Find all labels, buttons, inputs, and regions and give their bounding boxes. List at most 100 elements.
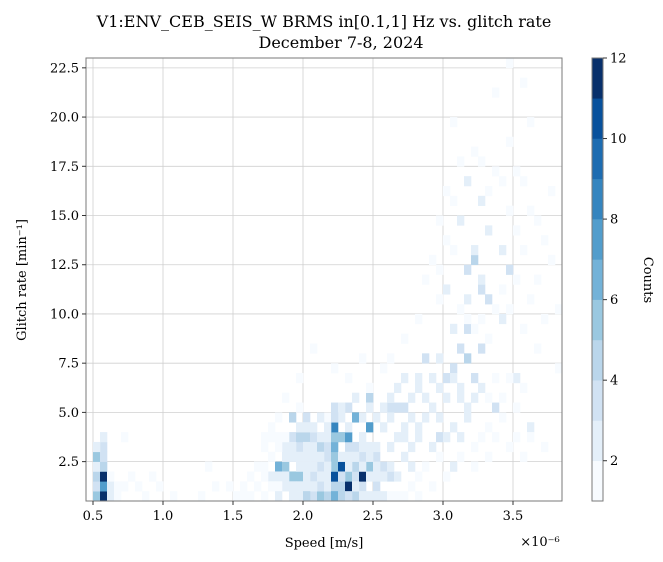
heatmap-cell (268, 451, 276, 462)
heatmap-cell (457, 382, 465, 394)
colorbar-tick-label-0: 2 (610, 454, 618, 469)
heatmap-cell (548, 254, 556, 266)
heatmap-cell (450, 195, 458, 206)
heatmap-cell (436, 382, 444, 394)
y-tick-label-2: 7.5 (58, 357, 79, 372)
heatmap-cell (394, 432, 402, 443)
heatmap-cell (415, 491, 423, 502)
colorbar-segment-0 (592, 460, 603, 502)
heatmap-cell (422, 461, 430, 472)
heatmap-cell (380, 491, 388, 502)
heatmap-cell (114, 491, 122, 502)
colorbar-segment-2 (592, 380, 603, 421)
heatmap-cell (282, 432, 290, 443)
heatmap-cell (247, 491, 255, 502)
heatmap-cell (443, 185, 451, 197)
heatmap-cells (93, 58, 563, 502)
heatmap-cell (380, 363, 388, 374)
x-tick-label-2: 1.5 (223, 509, 244, 524)
heatmap-cell (345, 451, 353, 462)
heatmap-cell (527, 294, 535, 305)
heatmap-cell (149, 471, 157, 482)
heatmap-cell (275, 461, 283, 472)
heatmap-cell (331, 363, 339, 374)
heatmap-cell (408, 481, 416, 492)
heatmap-cell (303, 451, 311, 462)
heatmap-cell (366, 471, 374, 482)
heatmap-cell (289, 451, 297, 462)
heatmap-cell (415, 373, 423, 384)
heatmap-cell (450, 245, 458, 256)
heatmap-cell (401, 402, 409, 413)
colorbar-frame (591, 57, 604, 502)
heatmap-cell (548, 185, 556, 197)
heatmap-cell (492, 432, 500, 443)
heatmap-cell (506, 205, 514, 216)
heatmap-cell (247, 471, 255, 482)
heatmap-cell (387, 353, 395, 364)
heatmap-cell (352, 392, 360, 403)
heatmap-cell (436, 264, 444, 275)
heatmap-cell (478, 432, 486, 443)
heatmap-cell (429, 481, 437, 492)
y-tick-label-7: 20.0 (50, 111, 79, 126)
heatmap-cell (170, 491, 178, 502)
heatmap-cell (317, 491, 325, 502)
heatmap-cell (485, 392, 493, 403)
heatmap-cell (310, 422, 318, 433)
heatmap-cell (352, 481, 360, 492)
heatmap-cell (289, 412, 297, 423)
y-tick-label-3: 10.0 (50, 307, 79, 322)
heatmap-cell (338, 471, 346, 482)
heatmap-cell (555, 304, 563, 315)
heatmap-cell (275, 471, 283, 482)
heatmap-cell (345, 441, 353, 453)
colorbar-segment-9 (592, 98, 603, 139)
colorbar-segment-7 (592, 178, 603, 220)
heatmap-cell (296, 491, 304, 502)
heatmap-cell (261, 471, 269, 482)
heatmap-cell (205, 461, 213, 472)
heatmap-cell (373, 491, 381, 502)
heatmap-cell (394, 471, 402, 482)
heatmap-cell (296, 471, 304, 482)
heatmap-cell (324, 491, 332, 502)
heatmap-cell (380, 471, 388, 482)
heatmap-cell (254, 461, 262, 472)
heatmap-cell (275, 412, 283, 423)
heatmap-cell (520, 245, 528, 256)
heatmap-cell (338, 481, 346, 492)
heatmap-cell (506, 136, 514, 147)
heatmap-cell (485, 451, 493, 462)
heatmap-cell (226, 481, 234, 492)
x-tick-label-4: 2.5 (363, 509, 384, 524)
heatmap-cell (366, 422, 374, 433)
heatmap-cell (394, 491, 402, 502)
heatmap-cell (324, 461, 332, 472)
heatmap-cell (443, 284, 451, 295)
heatmap-cell (128, 471, 136, 482)
heatmap-cell (478, 274, 486, 285)
heatmap-cell (457, 304, 465, 315)
heatmap-cell (317, 432, 325, 443)
heatmap-cell (478, 382, 486, 394)
heatmap-cell (457, 451, 465, 462)
heatmap-cell (478, 313, 486, 325)
heatmap-cell (121, 481, 129, 492)
heatmap-cell (310, 451, 318, 462)
heatmap-cell (415, 422, 423, 433)
heatmap-cell (499, 313, 507, 325)
heatmap-cell (142, 491, 150, 502)
heatmap-cell (471, 254, 479, 266)
heatmap-cell (513, 225, 521, 236)
heatmap-cell (373, 481, 381, 492)
heatmap-cell (100, 441, 108, 453)
heatmap-cell (100, 461, 108, 472)
heatmap-cell (506, 264, 514, 275)
heatmap-cell (492, 87, 500, 98)
heatmap-cell (114, 481, 122, 492)
heatmap-cell (366, 392, 374, 403)
x-tick-label-5: 3.0 (433, 509, 454, 524)
heatmap-cell (415, 471, 423, 482)
